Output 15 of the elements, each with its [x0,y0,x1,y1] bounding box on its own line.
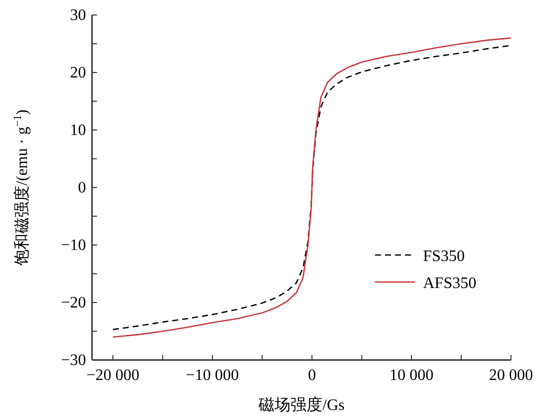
x-tick-label: 10 000 [389,367,434,384]
y-tick-label: 10 [70,122,86,139]
legend-label: AFS350 [423,275,476,292]
x-tick-label: 20 000 [489,367,533,384]
x-axis-title: 磁场强度/Gs [257,396,345,414]
y-tick-label: −10 [60,237,86,254]
legend-label: FS350 [423,248,465,265]
y-tick-label: 0 [78,180,86,196]
x-tick-label: 0 [308,367,316,384]
x-tick-label: −20 000 [86,367,140,384]
y-tick-label: −20 [60,294,86,312]
y-tick-label: −30 [60,352,86,369]
x-tick-label: −10 000 [186,367,239,384]
y-tick-label: 30 [70,7,86,24]
y-tick-label: 20 [70,64,86,82]
